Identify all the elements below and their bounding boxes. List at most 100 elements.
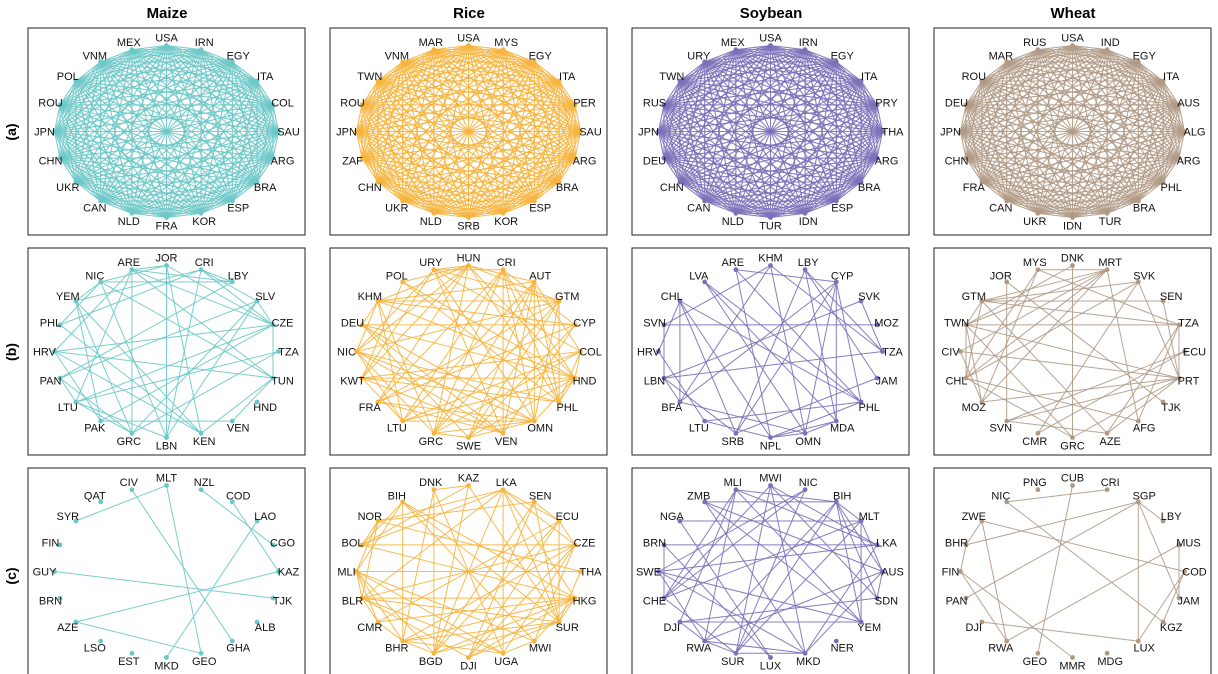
network-edge: [54, 131, 167, 218]
network-edge: [1006, 49, 1039, 63]
node-label: SVN: [643, 318, 666, 330]
node-label: ROU: [340, 98, 365, 110]
network-edge: [502, 269, 560, 403]
network-edge: [361, 157, 379, 183]
node-label: LKA: [876, 538, 897, 550]
network-edge: [100, 61, 133, 214]
node-label: USA: [1061, 33, 1084, 45]
network-edge: [502, 640, 535, 654]
network-node: [359, 155, 365, 161]
network-edge: [960, 49, 1039, 132]
network-edge: [433, 49, 560, 183]
network-edge: [704, 61, 862, 82]
network-edge: [502, 324, 576, 434]
node-label: PAK: [84, 423, 106, 435]
network-edge: [1178, 104, 1186, 132]
network-edge: [804, 200, 837, 214]
network-edge: [679, 265, 771, 403]
network-node: [57, 542, 63, 548]
network-edge: [377, 61, 535, 183]
network-edge: [804, 49, 837, 63]
network-node: [1070, 435, 1075, 440]
network-node: [375, 179, 381, 185]
network-edge: [100, 61, 258, 183]
network-edge: [835, 281, 862, 403]
node-label: KWT: [340, 376, 365, 388]
network-node: [1070, 655, 1075, 660]
node-label: SYR: [56, 511, 79, 523]
network-node: [1035, 267, 1041, 273]
node-label: GRC: [117, 436, 142, 448]
network-node: [979, 619, 985, 625]
network-edge: [356, 351, 535, 422]
network-node: [98, 638, 104, 644]
network-edge: [663, 104, 771, 218]
network-edge: [402, 61, 560, 183]
network-edge: [533, 61, 581, 132]
network-edge: [256, 80, 274, 106]
panel-a-soybean: USA IRN EGY ITA PRY THA ARG BRA ESP IDN TUR NLD CANC…: [631, 27, 910, 236]
network-edge: [231, 61, 258, 183]
network-edge: [960, 45, 1073, 132]
network-edge: [1162, 104, 1180, 183]
network-edge: [100, 80, 258, 202]
network-node: [254, 78, 260, 84]
network-edge: [433, 61, 535, 214]
node-label: BGD: [419, 656, 443, 668]
node-label: LKA: [496, 477, 517, 489]
network-edge: [468, 212, 504, 219]
network-edge: [704, 420, 771, 438]
node-label: SUR: [721, 656, 744, 668]
network-node: [375, 518, 381, 524]
col-title-rice: Rice: [453, 5, 485, 22]
network-edge: [402, 61, 576, 106]
network-edge: [361, 80, 379, 106]
node-label: SVK: [1133, 271, 1156, 283]
network-node: [1182, 349, 1187, 354]
node-label: VEN: [227, 423, 250, 435]
network-edge: [835, 131, 883, 202]
network-edge: [965, 269, 1108, 326]
network-edge: [1037, 61, 1139, 214]
network-edge: [1106, 104, 1180, 214]
network-edge: [735, 212, 771, 219]
node-label: RUS: [1023, 37, 1046, 49]
network-edge: [658, 130, 878, 159]
network-edge: [100, 61, 279, 133]
network-edge: [100, 61, 168, 218]
network-edge: [735, 49, 878, 106]
node-label: CHE: [643, 596, 666, 608]
node-label: MDG: [1097, 656, 1123, 668]
network-edge: [1006, 420, 1108, 434]
network-node: [359, 542, 365, 548]
network-edge: [361, 377, 504, 434]
node-label: CHL: [945, 376, 967, 388]
network-edge: [75, 181, 167, 219]
network-edge: [402, 61, 504, 214]
edges: [356, 265, 581, 438]
node-label: JPN: [34, 127, 55, 139]
network-edge: [377, 80, 404, 202]
network-node: [400, 638, 406, 644]
network-node: [1135, 418, 1141, 424]
node-label: LTU: [58, 402, 78, 414]
network-node: [661, 322, 667, 328]
node-label: THA: [882, 127, 905, 139]
network-node: [1004, 638, 1010, 644]
network-node: [1176, 322, 1182, 328]
network-node: [661, 102, 667, 108]
network-edge: [75, 49, 133, 82]
network-edge: [965, 324, 1180, 379]
network-edge: [377, 181, 504, 214]
node-label: RWA: [686, 643, 712, 655]
network-node: [1176, 375, 1182, 381]
network-edge: [402, 281, 576, 379]
network-node: [400, 499, 406, 505]
nodes: USA IND EGY ITA AUS ALG ARG PHL BRA TUR IDN UKR CANF…: [940, 33, 1205, 233]
network-edge: [256, 104, 274, 183]
node-label: ESP: [831, 203, 853, 215]
network-node: [73, 619, 79, 625]
network-edge: [75, 61, 102, 82]
node-label: VNM: [83, 51, 107, 63]
network-edge: [981, 281, 1139, 302]
